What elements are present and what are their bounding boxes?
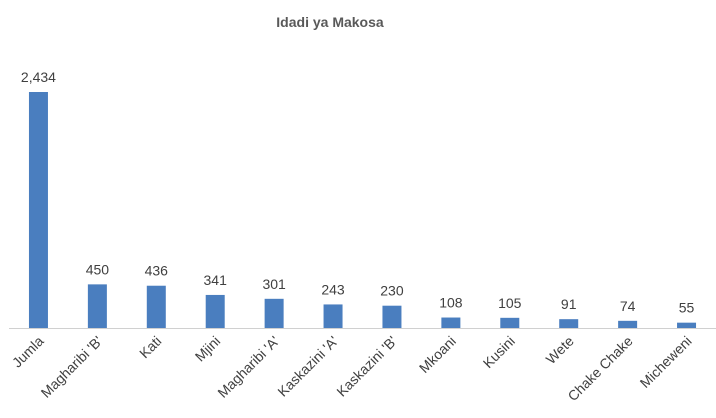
x-tick-label: Wete — [543, 333, 577, 367]
bar — [500, 317, 520, 328]
data-label: 91 — [561, 296, 577, 312]
data-label: 55 — [679, 300, 695, 316]
bar — [441, 317, 461, 328]
data-label: 436 — [145, 263, 169, 279]
bar — [205, 294, 225, 328]
bar — [264, 298, 284, 328]
data-label: 450 — [86, 261, 110, 277]
bar — [677, 322, 697, 328]
x-tick-label: Mkoani — [416, 333, 459, 376]
data-label: 108 — [439, 295, 463, 311]
data-label: 74 — [620, 298, 636, 314]
bar — [382, 305, 402, 328]
data-label: 105 — [498, 295, 522, 311]
bar — [618, 320, 638, 328]
x-tick-label: Jumla — [9, 333, 47, 371]
x-tick-label: Kaskazini 'B' — [333, 333, 400, 400]
bar — [28, 92, 48, 328]
x-tick-label: Magharibi 'B' — [38, 333, 106, 401]
bar — [323, 304, 343, 328]
bar — [87, 284, 107, 328]
data-label: 230 — [380, 283, 404, 299]
data-label: 301 — [262, 276, 286, 292]
x-tick-label: Magharibi 'A' — [214, 333, 282, 401]
bar — [559, 319, 579, 328]
x-tick-label: Mjini — [192, 333, 224, 365]
chart-title: Idadi ya Makosa — [276, 14, 384, 30]
data-label: 341 — [204, 272, 228, 288]
data-label: 2,434 — [21, 69, 56, 85]
data-label: 243 — [321, 281, 345, 297]
x-tick-label: Kati — [136, 333, 164, 361]
bar — [146, 285, 166, 328]
x-tick-label: Kaskazini 'A' — [274, 333, 341, 400]
x-tick-label: Micheweni — [637, 333, 695, 391]
x-tick-label: Kusini — [480, 333, 518, 371]
